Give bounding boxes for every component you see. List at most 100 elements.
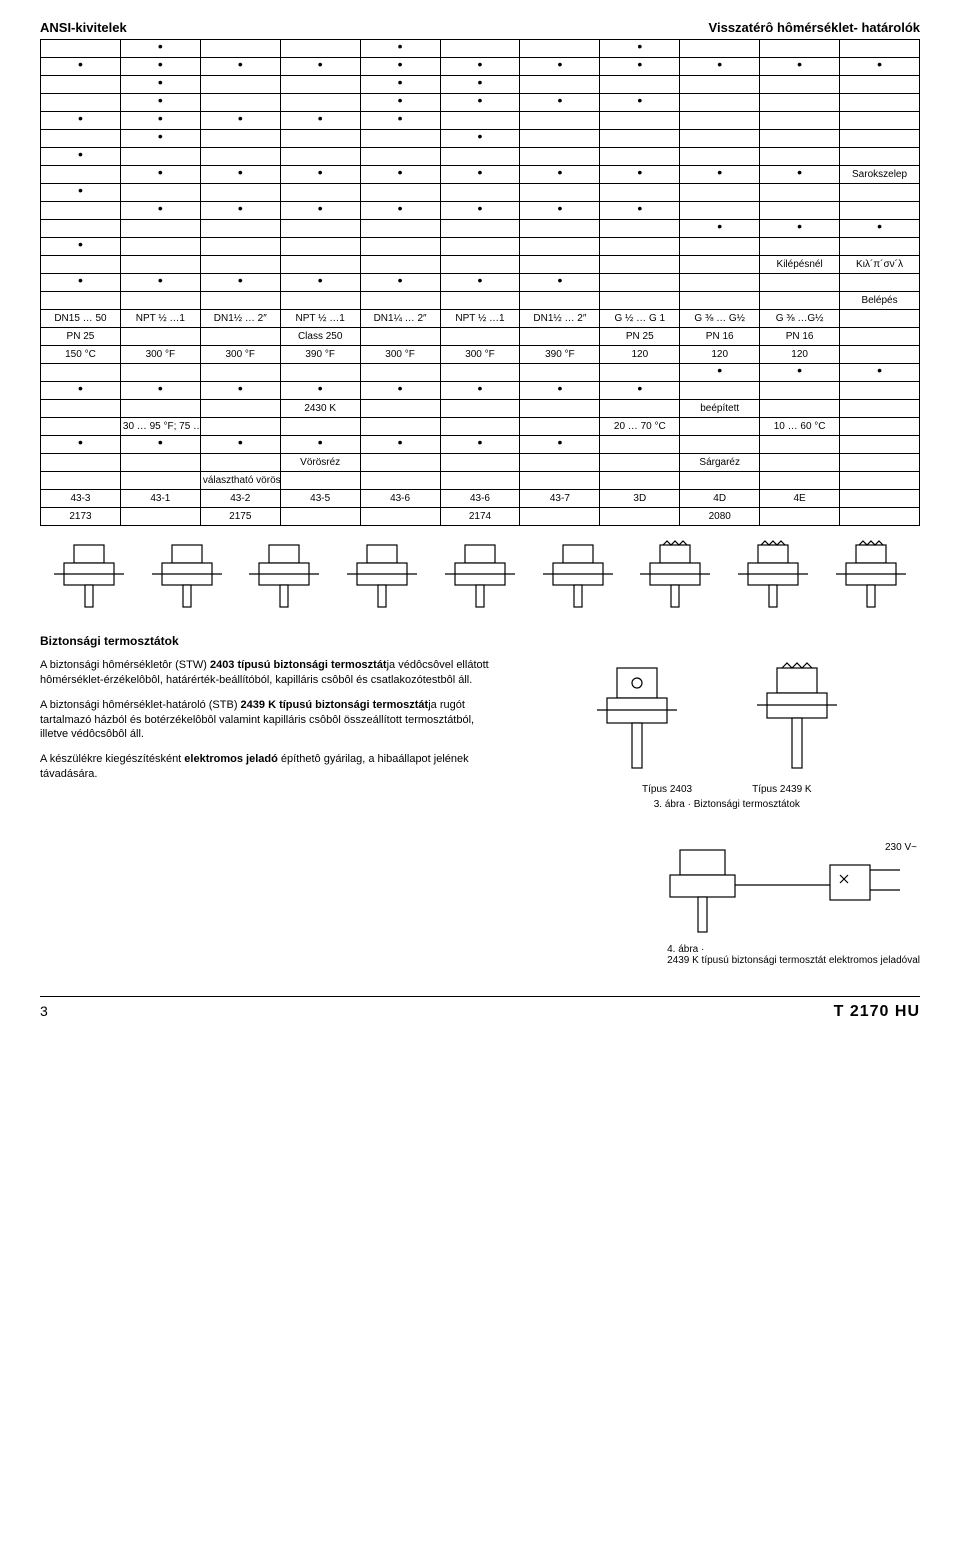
table-cell — [600, 238, 680, 256]
table-cell — [120, 382, 200, 400]
valve-icon — [831, 540, 911, 610]
table-cell — [760, 472, 840, 490]
table-cell — [520, 94, 600, 112]
table-cell — [280, 76, 360, 94]
fig4a: 4. ábra · — [667, 944, 704, 955]
table-cell — [440, 58, 520, 76]
table-cell — [360, 220, 440, 238]
table-cell — [520, 148, 600, 166]
table-cell — [600, 148, 680, 166]
table-cell — [520, 508, 600, 526]
table-cell — [520, 472, 600, 490]
table-cell — [760, 400, 840, 418]
table-cell — [520, 76, 600, 94]
figure-2439k-icon — [747, 658, 867, 778]
table-cell — [41, 148, 121, 166]
table-cell — [600, 94, 680, 112]
table-cell — [520, 274, 600, 292]
table-cell: Κιλ´π´σν´λ — [840, 256, 920, 274]
table-cell — [840, 202, 920, 220]
table-cell — [440, 274, 520, 292]
table-cell — [360, 364, 440, 382]
table-cell — [520, 58, 600, 76]
table-cell — [520, 40, 600, 58]
table-cell: 2173 — [41, 508, 121, 526]
table-cell: 4D — [680, 490, 760, 508]
table-cell — [120, 436, 200, 454]
table-cell — [760, 274, 840, 292]
table-cell — [600, 508, 680, 526]
voltage-label: 230 V~ — [885, 842, 917, 853]
table-cell — [840, 328, 920, 346]
table-cell: 2174 — [440, 508, 520, 526]
table-cell — [280, 472, 360, 490]
table-cell — [360, 508, 440, 526]
valve-icon — [733, 540, 813, 610]
table-cell — [760, 76, 840, 94]
table-cell — [600, 166, 680, 184]
table-cell: 2080 — [680, 508, 760, 526]
table-cell — [360, 292, 440, 310]
table-cell — [41, 292, 121, 310]
table-cell: 150 °C — [41, 346, 121, 364]
table-cell — [360, 256, 440, 274]
table-cell — [760, 238, 840, 256]
fig4b: 2439 K típusú biztonsági termosztát elek… — [667, 955, 920, 966]
table-cell — [120, 40, 200, 58]
table-cell: 300 °F — [440, 346, 520, 364]
table-cell — [840, 418, 920, 436]
table-cell — [41, 454, 121, 472]
valve-icon — [244, 540, 324, 610]
table-cell — [600, 112, 680, 130]
table-cell — [200, 292, 280, 310]
table-cell — [520, 292, 600, 310]
valve-icon — [635, 540, 715, 610]
table-cell — [280, 202, 360, 220]
table-cell: 10 … 60 °C — [760, 418, 840, 436]
table-cell — [680, 220, 760, 238]
table-cell — [440, 166, 520, 184]
table-cell: DN15 … 50 — [41, 310, 121, 328]
table-cell — [440, 130, 520, 148]
table-cell: Class 250 — [280, 328, 360, 346]
table-cell — [280, 40, 360, 58]
table-cell — [200, 436, 280, 454]
p1a: A biztonsági hômérsékletôr (STW) — [40, 659, 210, 671]
table-cell — [840, 490, 920, 508]
table-cell — [120, 256, 200, 274]
table-cell — [120, 184, 200, 202]
safety-para-3: A készülékre kiegészítésként elektromos … — [40, 752, 504, 782]
table-cell — [440, 436, 520, 454]
table-cell — [840, 364, 920, 382]
table-cell — [440, 400, 520, 418]
table-cell — [200, 364, 280, 382]
table-cell — [760, 508, 840, 526]
table-cell — [41, 58, 121, 76]
table-cell — [280, 94, 360, 112]
table-cell — [200, 112, 280, 130]
table-cell — [200, 328, 280, 346]
table-cell — [41, 400, 121, 418]
table-cell: 43-7 — [520, 490, 600, 508]
table-cell — [120, 202, 200, 220]
table-cell — [41, 238, 121, 256]
safety-para-2: A biztonsági hômérséklet-határoló (STB) … — [40, 698, 504, 743]
table-cell: beépített — [680, 400, 760, 418]
table-cell — [840, 148, 920, 166]
table-cell — [360, 436, 440, 454]
table-cell: 43-1 — [120, 490, 200, 508]
table-cell: Belépés — [840, 292, 920, 310]
p1b: 2403 típusú biztonsági termosztát — [210, 659, 387, 671]
table-cell — [840, 274, 920, 292]
table-cell — [120, 454, 200, 472]
table-cell: 120 — [680, 346, 760, 364]
table-cell: választható vörösréz vagy korrózióálló a… — [200, 472, 280, 490]
table-cell — [41, 76, 121, 94]
table-cell — [120, 94, 200, 112]
table-cell — [200, 220, 280, 238]
table-cell — [840, 130, 920, 148]
table-cell — [840, 184, 920, 202]
table-cell: 2430 K — [280, 400, 360, 418]
header-row: ANSI-kivitelek Visszatérô hômérséklet- h… — [40, 20, 920, 35]
table-cell: Sárgaréz — [680, 454, 760, 472]
